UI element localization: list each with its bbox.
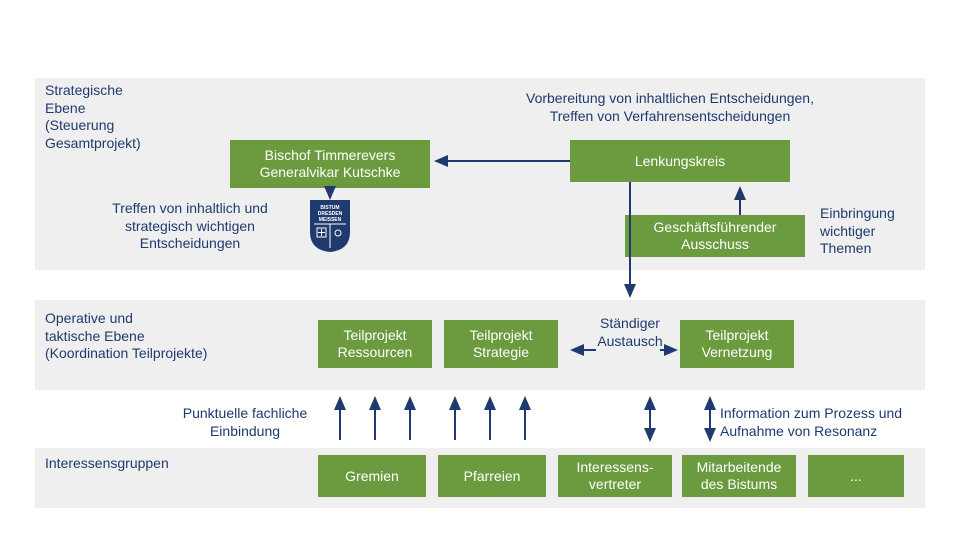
box-lenkungskreis: Lenkungskreis [570,140,790,182]
box-tp-ressourcen: Teilprojekt Ressourcen [318,320,432,368]
crest-icon: BISTUM DRESDEN MEISSEN [308,198,352,254]
box-bischof: Bischof Timmerevers Generalvikar Kutschk… [230,140,430,188]
box-ausschuss: Geschäftsführender Ausschuss [625,215,805,257]
box-tp-strategie: Teilprojekt Strategie [444,320,558,368]
note-information: Information zum Prozess und Aufnahme von… [720,405,935,440]
note-einbringung: Einbringung wichtiger Themen [820,205,920,258]
box-gremien: Gremien [318,455,426,497]
label-interest: Interessensgruppen [45,455,245,473]
note-austausch: Ständiger Austausch [570,315,690,350]
svg-text:MEISSEN: MEISSEN [319,217,342,223]
box-mitarbeitende: Mitarbeitende des Bistums [682,455,796,497]
label-strategic: Strategische Ebene (Steuerung Gesamtproj… [45,82,205,152]
note-vorbereitung: Vorbereitung von inhaltlichen Entscheidu… [470,90,870,125]
box-dots: ... [808,455,904,497]
note-treffen: Treffen von inhaltlich und strategisch w… [80,200,300,253]
label-operative: Operative und taktische Ebene (Koordinat… [45,310,265,363]
note-punktuell: Punktuelle fachliche Einbindung [155,405,335,440]
box-interessensvertreter: Interessens- vertreter [558,455,672,497]
box-pfarreien: Pfarreien [438,455,546,497]
box-tp-vernetzung: Teilprojekt Vernetzung [680,320,794,368]
